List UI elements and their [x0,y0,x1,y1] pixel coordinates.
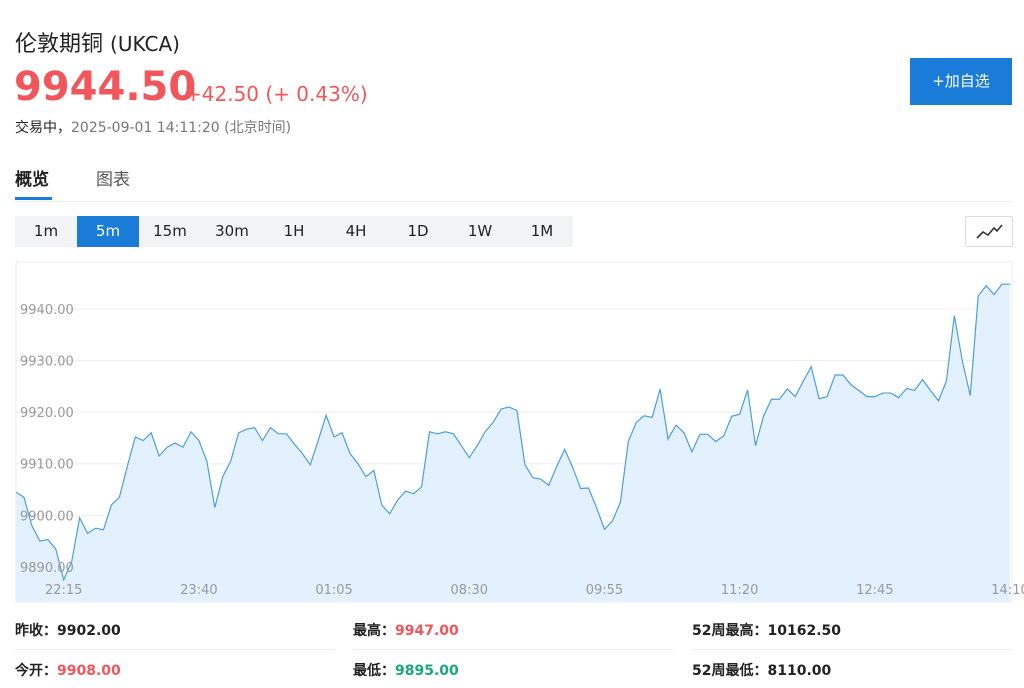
stat-value: 9947.00 [395,623,459,639]
change: +42.50 (+ 0.43%) [185,82,368,106]
title: 伦敦期铜 (UKCA) [15,26,180,58]
x-tick-label: 12:45 [856,583,893,598]
stat: 最低：9895.00 [353,660,459,680]
change-pct: (+ 0.43%) [265,82,368,106]
y-tick-label: 9930.00 [20,355,74,370]
x-tick-label: 14:10 [991,583,1024,598]
stat: 昨收：9902.00 [15,620,121,640]
stat-value: 8110.00 [767,663,832,679]
time: 2025-09-01 14:11:20 [71,120,220,136]
area-fill [16,284,1010,602]
stat-value: 9908.00 [57,663,121,679]
interval-option[interactable]: 1W [467,222,493,240]
status: 交易中， [15,120,71,136]
x-tick-label: 22:15 [45,583,82,598]
stat-value: 9902.00 [57,623,121,639]
stat-value: 9895.00 [395,663,459,679]
price-line [15,283,1010,582]
stat: 52周最低：8110.00 [692,660,831,680]
x-tick-label: 08:30 [451,583,488,598]
interval-option[interactable]: 15m [153,222,187,240]
x-tick-label: 09:55 [586,583,623,598]
timezone: (北京时间) [224,120,292,136]
add-watchlist-button[interactable]: +加自选 [910,58,1012,105]
chart-icon [976,224,1003,239]
status-line: 交易中，2025-09-01 14:11:20 (北京时间) [15,117,291,137]
code: (UKCA) [110,32,180,56]
tab[interactable]: 图表 [96,170,130,190]
y-tick-label: 9920.00 [20,406,74,421]
change-abs: +42.50 [185,82,260,106]
tab[interactable]: 概览 [15,170,49,190]
stat-label: 最高： [353,623,395,639]
chart-type-button[interactable] [965,216,1013,247]
stat-label: 52周最高： [692,623,768,639]
separator [692,649,1012,650]
x-tick-label: 23:40 [180,583,217,598]
stat: 最高：9947.00 [353,620,459,640]
interval-option[interactable]: 1M [530,222,554,240]
interval-option[interactable]: 1D [407,222,429,240]
interval-option[interactable]: 4H [345,222,367,240]
stat: 52周最高：10162.50 [692,620,841,640]
stat-value: 10162.50 [767,623,841,639]
interval-option[interactable]: 5m [77,216,139,247]
stat-label: 今开： [15,663,57,679]
stat: 今开：9908.00 [15,660,121,680]
y-tick-label: 9940.00 [20,303,74,318]
stat-label: 昨收： [15,623,57,639]
divider [15,201,1012,202]
interval-option[interactable]: 1m [33,222,59,240]
chart: 9890.00 9900.00 9910.00 9920.00 9930.00 9940.… [15,261,1024,603]
interval-option[interactable]: 30m [215,222,249,240]
y-tick-label: 9900.00 [20,509,74,524]
interval-option[interactable]: 1H [283,222,305,240]
y-tick-label: 9910.00 [20,458,74,473]
x-tick-label: 01:05 [315,583,352,598]
stat-label: 最低： [353,663,395,679]
separator [15,649,335,650]
stat-label: 52周最低： [692,663,768,679]
name: 伦敦期铜 [15,32,104,57]
tab-indicator [15,197,52,200]
price: 9944.50 [14,64,197,110]
y-tick-label: 9890.00 [20,561,74,576]
separator [353,649,673,650]
x-tick-label: 11:20 [721,583,758,598]
